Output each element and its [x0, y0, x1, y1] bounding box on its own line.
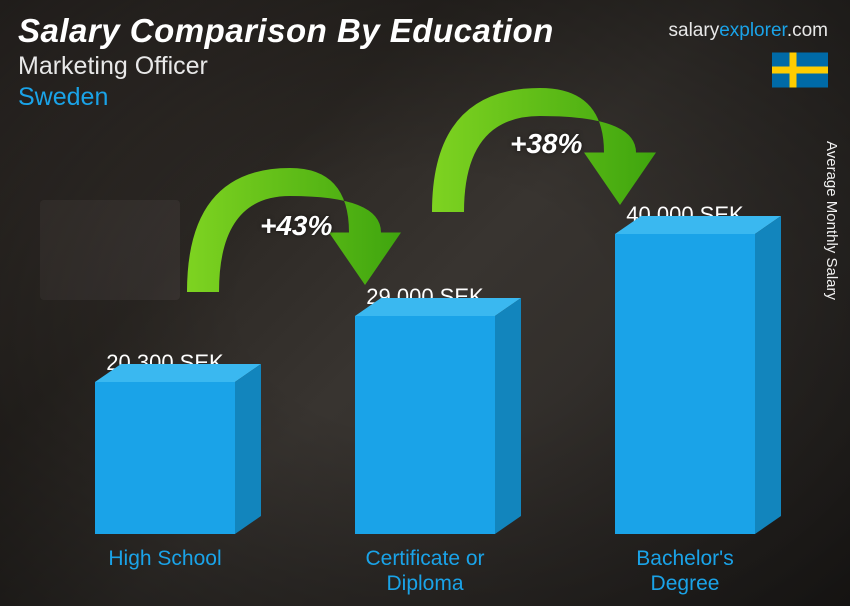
bar: 20,300 SEK: [75, 350, 255, 534]
bar-front: [615, 234, 755, 534]
bar: 40,000 SEK: [595, 202, 775, 534]
sweden-flag-icon: [772, 50, 828, 90]
category-labels: High School Certificate orDiploma Bachelor…: [60, 546, 790, 596]
branding-plain: salary: [669, 20, 720, 41]
y-axis-label: Average Monthly Salary: [823, 141, 840, 300]
category-label: Bachelor'sDegree: [595, 546, 775, 596]
percent-increase-label: +38%: [510, 128, 582, 160]
branding-accent: explorer: [719, 20, 787, 41]
category-label: Certificate orDiploma: [335, 546, 515, 596]
bar-3d: [615, 234, 755, 534]
bar-front: [95, 382, 235, 534]
percent-increase-label: +43%: [260, 210, 332, 242]
site-branding: salaryexplorer.com: [669, 20, 828, 42]
chart-title: Salary Comparison By Education: [18, 12, 554, 50]
bar: 29,000 SEK: [335, 284, 515, 534]
bar-3d: [355, 316, 495, 534]
category-label: High School: [75, 546, 255, 596]
bar-3d: [95, 382, 235, 534]
bar-front: [355, 316, 495, 534]
branding-suffix: .com: [787, 20, 828, 41]
